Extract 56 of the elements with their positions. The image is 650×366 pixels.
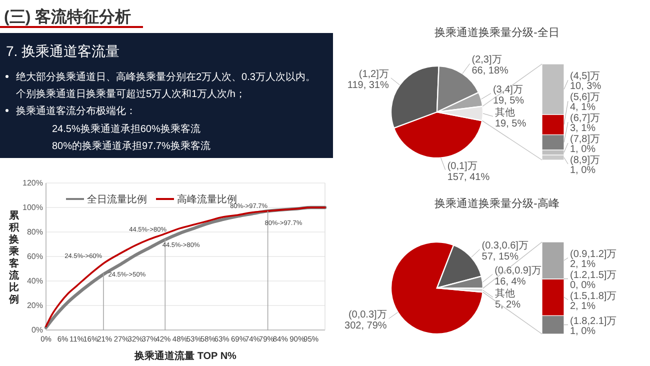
series-label: (7,8]万 [570, 134, 600, 146]
slice-label: (0,1]万 [447, 160, 478, 172]
text: 个别换乘通道日换乘量可超过5万人次和1万人次/h； [16, 88, 246, 100]
x-axis-title: 换乘通道流量 TOP N% [134, 350, 237, 362]
y-tick-label: 120% [22, 178, 43, 188]
data-label: 302, 79% [344, 320, 387, 332]
chart-title: 换乘通道换乘量分级-全日 [434, 26, 560, 39]
y-tick-label: 60% [26, 252, 43, 262]
text: 80%的换乘通道承担97.7%换乘客流 [52, 140, 210, 152]
data-label: 3, 1% [570, 123, 596, 134]
y-axis-title: 累积换乘客流比例 [8, 210, 20, 306]
legend-label: 高峰流量比例 [177, 194, 237, 206]
text: 换乘通道客流分布极端化： [16, 105, 136, 117]
slice-label: (0.6,0.9]万 [494, 265, 542, 276]
series-label: (8,9]万 [570, 155, 600, 166]
data-label: 1, 0% [570, 144, 596, 156]
chart-title: 换乘通道换乘量分级-高峰 [434, 197, 560, 210]
slice-label: (2,3]万 [472, 54, 502, 66]
y-tick-label: 0% [31, 326, 43, 335]
y-tick-label: 40% [26, 276, 43, 286]
series-label: (5,6]万 [570, 92, 600, 104]
series-label: (1.2,1.5]万 [570, 270, 617, 281]
data-label: 157, 41% [447, 172, 490, 183]
y-tick-label: 80% [26, 228, 43, 237]
series-label: (4,5]万 [570, 71, 600, 82]
slice-label: 其他 [494, 106, 515, 118]
data-label: 10, 3% [570, 81, 602, 92]
data-label: 1, 0% [570, 326, 596, 337]
legend-label: 全日流量比例 [87, 194, 147, 206]
series-label: (0.9,1.2]万 [570, 248, 617, 260]
slice-label: (1,2]万 [358, 68, 389, 80]
data-label: 19, 5% [492, 95, 524, 106]
data-label: 2, 1% [570, 258, 596, 270]
series-label: (1.5,1.8]万 [570, 290, 617, 302]
text: 7. 换乘通道客流量 [6, 43, 120, 59]
text: 24.5%换乘通道承担60%换乘客流 [52, 123, 200, 135]
slice-label: (0,0.3]万 [348, 310, 387, 321]
data-label: 5, 2% [494, 299, 521, 310]
data-label: 2, 1% [570, 300, 596, 312]
text: 绝大部分换乘通道日、高峰换乘量分别在2万人次、0.3万人次以内。 [16, 71, 316, 83]
data-label: 19, 5% [494, 118, 526, 130]
slice-label: (0.3,0.6]万 [482, 240, 528, 252]
text: (三) 客流特征分析 [4, 7, 132, 26]
data-label: 4, 1% [570, 102, 596, 114]
data-label: 0, 0% [570, 280, 596, 291]
data-label: 1, 0% [570, 165, 596, 176]
data-label: 66, 18% [472, 66, 509, 77]
slice-label: 其他 [494, 287, 515, 300]
slice-label: (3,4]万 [492, 84, 523, 96]
data-label: 57, 15% [482, 251, 519, 262]
series-label: (6,7]万 [570, 113, 600, 124]
series-label: (1.8,2.1]万 [570, 316, 617, 327]
y-tick-label: 20% [26, 301, 43, 310]
y-tick-label: 100% [22, 203, 43, 212]
data-label: 16, 4% [494, 276, 526, 288]
data-label: 119, 31% [347, 80, 390, 91]
